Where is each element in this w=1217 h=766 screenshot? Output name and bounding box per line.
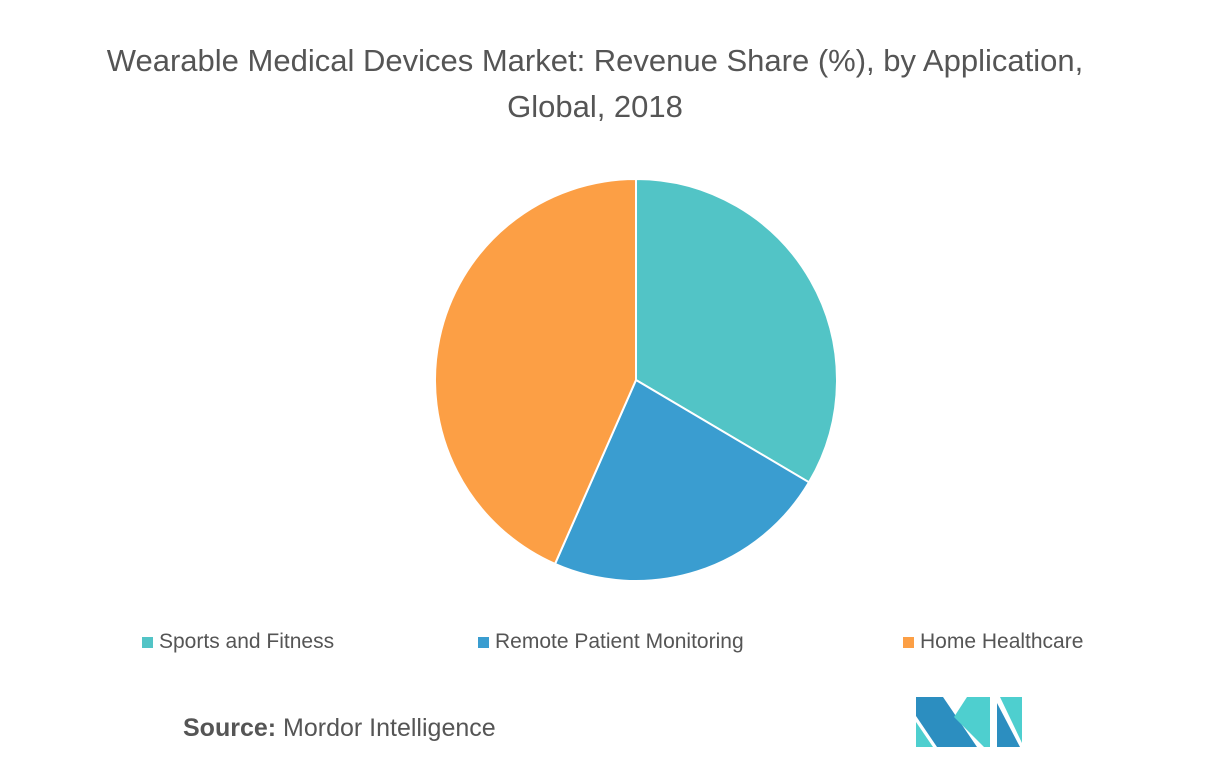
- legend-item-home-healthcare: Home Healthcare: [903, 630, 1083, 654]
- source-value: Mordor Intelligence: [283, 714, 496, 742]
- legend-label: Sports and Fitness: [159, 630, 335, 653]
- legend-swatch: [142, 636, 153, 648]
- legend-item-sports-and-fitness: Sports and Fitness: [142, 630, 334, 654]
- pie-slice-sports-and-fitness: [635, 177, 838, 484]
- mordor-intelligence-logo: [916, 697, 1022, 747]
- legend-item-remote-patient-monitoring: Remote Patient Monitoring: [478, 630, 744, 654]
- legend-swatch: [903, 636, 914, 648]
- pie-slice-remote-patient-monitoring: [553, 378, 811, 582]
- legend-label: Remote Patient Monitoring: [495, 630, 744, 653]
- source-label: Source:: [183, 714, 277, 742]
- legend-swatch: [478, 636, 489, 648]
- pie-slice-home-healthcare: [434, 177, 637, 566]
- source-note: Source: Mordor Intelligence: [183, 714, 496, 743]
- legend-label: Home Healthcare: [920, 630, 1084, 653]
- chart-title: Wearable Medical Devices Market: Revenue…: [106, 43, 1084, 124]
